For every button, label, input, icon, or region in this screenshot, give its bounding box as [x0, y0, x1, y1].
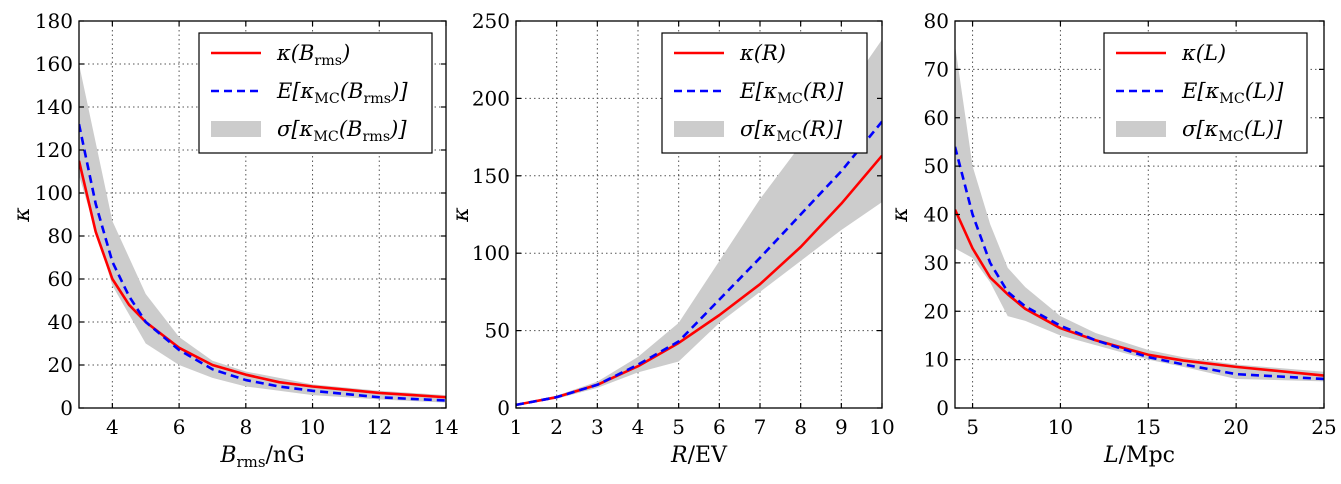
y-tick-label: 0 [497, 396, 510, 420]
x-tick-label: 5 [966, 415, 979, 439]
legend-label: E[κMC(Brms)] [276, 79, 408, 107]
x-tick-label: 15 [1136, 415, 1161, 439]
legend-label: κ(L) [1181, 41, 1226, 65]
y-tick-label: 60 [924, 106, 949, 130]
plot-frame [515, 20, 883, 409]
x-tick-label: 6 [173, 415, 186, 439]
x-tick-label: 10 [300, 415, 325, 439]
legend: κ(R) E[κMC(R)] σ[κMC(R)] [661, 32, 868, 154]
x-tick-label: 4 [632, 415, 645, 439]
x-tick-label: 10 [1048, 415, 1073, 439]
x-axis-label: Brms/nG [219, 443, 304, 471]
x-tick-label: 9 [835, 415, 848, 439]
y-axis-label: κ [449, 207, 474, 223]
y-tick-label: 160 [35, 52, 73, 76]
y-tick-label: 30 [924, 251, 949, 275]
mc-mean-line [955, 146, 1324, 381]
kappa-line [516, 154, 882, 407]
y-tick-label: 100 [35, 181, 73, 205]
legend-swatch-band [211, 121, 261, 137]
x-tick-label: 4 [106, 415, 119, 439]
legend-swatch-band [674, 121, 724, 137]
x-tick-label: 25 [1311, 415, 1336, 439]
y-tick-label: 40 [48, 310, 73, 334]
chart-panel-3: 5 10 15 20 25 0 10 20 30 40 50 60 70 80 L/Mpc κ κ(L) E[κM… [888, 9, 1337, 468]
sigma-band [516, 39, 882, 406]
x-tick-label: 14 [433, 415, 458, 439]
y-tick-label: 0 [60, 396, 73, 420]
y-tick-label: 20 [48, 353, 73, 377]
x-tick-label: 3 [591, 415, 604, 439]
x-axis-label: R/EV [670, 443, 728, 468]
x-axis-label: L/Mpc [1103, 443, 1175, 468]
x-tick-label: 6 [713, 415, 726, 439]
y-tick-label: 20 [924, 299, 949, 323]
x-tick-label: 2 [550, 415, 563, 439]
x-tick-label: 12 [367, 415, 392, 439]
y-tick-label: 180 [35, 9, 73, 33]
y-tick-label: 140 [35, 95, 73, 119]
y-tick-label: 70 [924, 57, 949, 81]
y-tick-label: 80 [48, 224, 73, 248]
legend-label: E[κMC(R)] [739, 79, 844, 107]
x-tick-label: 20 [1223, 415, 1248, 439]
legend-label: σ[κMC(L)] [1182, 117, 1283, 145]
mc-mean-line [516, 120, 882, 407]
y-tick-label: 150 [472, 164, 510, 188]
legend-label: σ[κMC(Brms)] [277, 117, 407, 145]
y-tick-label: 40 [924, 203, 949, 227]
y-tick-label: 50 [924, 154, 949, 178]
y-tick-label: 80 [924, 9, 949, 33]
x-tick-label: 10 [869, 415, 894, 439]
y-tick-label: 0 [936, 396, 949, 420]
y-tick-label: 200 [472, 86, 510, 110]
mc-mean-line [79, 123, 446, 402]
y-tick-label: 100 [472, 241, 510, 265]
y-tick-label: 120 [35, 138, 73, 162]
y-tick-label: 10 [924, 348, 949, 372]
kappa-line [955, 209, 1324, 377]
legend: κ(Brms) E[κMC(Brms)] σ[κMC(Brms)] [198, 32, 433, 154]
legend-label: E[κMC(L)] [1181, 79, 1284, 107]
x-tick-label: 5 [672, 415, 685, 439]
x-tick-label: 7 [754, 415, 767, 439]
y-axis-label: κ [888, 207, 913, 223]
y-tick-label: 50 [485, 319, 510, 343]
kappa-line [79, 160, 446, 399]
x-tick-label: 8 [794, 415, 807, 439]
y-tick-label: 60 [48, 267, 73, 291]
legend-label: κ(Brms) [276, 41, 350, 69]
legend: κ(L) E[κMC(L)] σ[κMC(L)] [1103, 32, 1308, 154]
legend-label: σ[κMC(R)] [740, 117, 843, 145]
x-tick-label: 1 [510, 415, 523, 439]
x-tick-label: 8 [239, 415, 252, 439]
y-tick-label: 250 [472, 9, 510, 33]
chart-panel-1: 4 6 8 10 12 14020406080100120140160180Brms/nG… [10, 9, 459, 471]
y-axis-label: κ [10, 207, 35, 223]
chart-panel-2: 1 2 3 4 5 6 7 8 9 10050100150200250R/EVκκ(R)E[κMC… [449, 9, 895, 468]
legend-swatch-band [1116, 121, 1166, 137]
plot-frame [78, 20, 447, 409]
legend-label: κ(R) [739, 41, 786, 65]
